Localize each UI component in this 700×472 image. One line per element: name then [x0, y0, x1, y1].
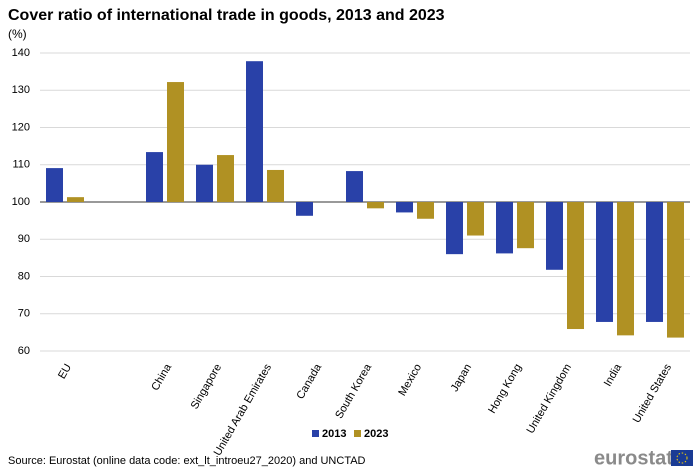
- bar: [467, 202, 484, 236]
- bar: [246, 61, 263, 202]
- x-tick-label: Singapore: [189, 362, 224, 411]
- bar: [646, 202, 663, 322]
- eu-stars: [676, 452, 688, 464]
- bar: [517, 202, 534, 249]
- y-tick-label: 140: [12, 47, 30, 59]
- bar: [46, 168, 63, 202]
- bar: [596, 202, 613, 322]
- legend-swatch: [354, 430, 361, 437]
- x-tick-label: Canada: [294, 361, 324, 401]
- bar: [446, 202, 463, 255]
- y-tick-label: 70: [18, 308, 30, 320]
- legend-label: 2013: [322, 428, 346, 440]
- x-tick-label: United Arab Emirates: [212, 362, 275, 458]
- unit-label: (%): [8, 27, 27, 41]
- x-tick-label: United States: [631, 362, 675, 426]
- y-tick-label: 80: [18, 270, 30, 282]
- bar: [417, 202, 434, 219]
- y-tick-label: 60: [18, 345, 30, 357]
- bar: [667, 202, 684, 338]
- bar: [396, 202, 413, 213]
- x-tick-label: China: [149, 361, 174, 393]
- x-tick-label: EU: [56, 362, 74, 381]
- bar: [296, 202, 313, 216]
- y-tick-label: 120: [12, 121, 30, 133]
- y-tick-label: 130: [12, 84, 30, 96]
- x-tick-label: India: [602, 361, 625, 388]
- bar: [196, 164, 213, 202]
- source: Source: Eurostat (online data code: ext_…: [8, 455, 366, 467]
- bar: [346, 171, 363, 202]
- x-tick-label: Japan: [449, 362, 474, 394]
- bar: [567, 202, 584, 330]
- x-tick-label: Mexico: [396, 362, 424, 398]
- bar: [496, 202, 513, 254]
- bar: [146, 152, 163, 202]
- bar: [67, 197, 84, 202]
- bar: [217, 155, 234, 202]
- y-tick-label: 100: [12, 196, 30, 208]
- logo-text: eurostat: [594, 447, 673, 469]
- eu-flag: [671, 450, 693, 466]
- legend-swatch: [312, 430, 319, 437]
- chart-title: Cover ratio of international trade in go…: [8, 7, 445, 24]
- y-tick-label: 90: [18, 233, 30, 245]
- bar: [546, 202, 563, 270]
- x-tick-label: Hong Kong: [486, 362, 524, 416]
- bar: [617, 202, 634, 336]
- legend-label: 2023: [364, 428, 388, 440]
- bar: [167, 82, 184, 202]
- x-tick-label: United Kingdom: [525, 362, 575, 436]
- y-tick-label: 110: [12, 159, 30, 171]
- bar: [267, 169, 284, 202]
- bar: [367, 202, 384, 209]
- x-tick-label: South Korea: [333, 361, 374, 421]
